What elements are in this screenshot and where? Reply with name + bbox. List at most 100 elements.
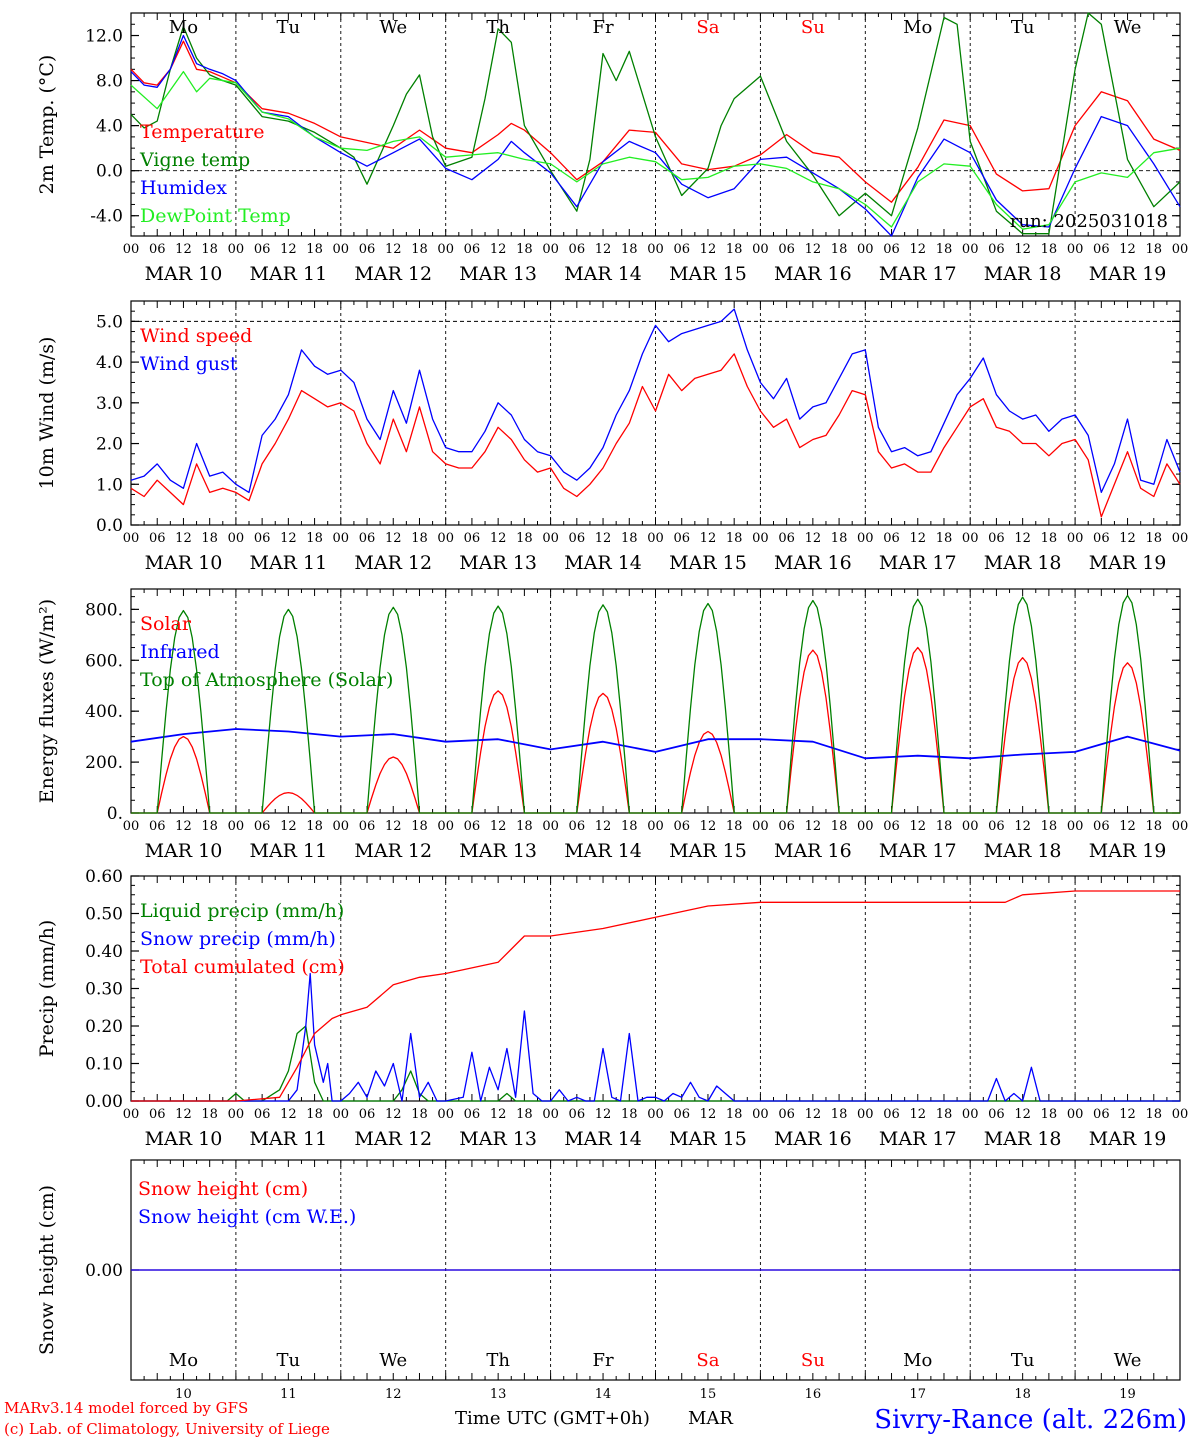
hour-tick-label: 00 <box>1067 242 1084 257</box>
day-of-week-label: Su <box>801 17 825 38</box>
date-label: MAR 17 <box>879 1128 957 1150</box>
date-label: MAR 11 <box>249 840 327 862</box>
day-of-week-label: Sa <box>696 17 719 38</box>
legend-entry: Snow precip (mm/h) <box>140 928 336 950</box>
y-tick-label: 0.20 <box>85 1017 123 1037</box>
series-line-wind-0 <box>130 353 1181 518</box>
panel-temperature: 12.0 8.0 4.0 0.0 -4.0 2m Temp. (°C) Temperatur… <box>36 12 1189 285</box>
hour-tick-label: 12 <box>175 819 192 834</box>
hour-tick-label: 18 <box>411 531 428 546</box>
hour-tick-label: 18 <box>726 242 743 257</box>
hour-tick-label: 00 <box>228 242 245 257</box>
date-label: MAR 17 <box>879 840 957 862</box>
date-label: MAR 17 <box>879 552 957 574</box>
y-tick-label: 8.0 <box>96 72 123 92</box>
y-axis-title: 10m Wind (m/s) <box>36 337 58 490</box>
hour-tick-label: 12 <box>280 819 297 834</box>
date-label: MAR 16 <box>774 1128 852 1150</box>
hour-tick-label: 06 <box>1093 1107 1110 1122</box>
series-line-wind-1 <box>130 308 1181 494</box>
date-label: MAR 15 <box>669 1128 747 1150</box>
day-of-week-label: Tu <box>277 17 301 38</box>
date-label: MAR 15 <box>669 263 747 285</box>
series-line-temperature-0 <box>130 40 1181 203</box>
hour-tick-label: 12 <box>909 819 926 834</box>
series-line-temperature-1 <box>130 12 1181 235</box>
day-number-label: 18 <box>1014 1387 1031 1402</box>
hour-tick-label: 12 <box>909 242 926 257</box>
hour-tick-label: 18 <box>936 242 953 257</box>
date-label: MAR 19 <box>1089 263 1167 285</box>
legend-entry: Humidex <box>140 177 227 199</box>
hour-tick-label: 06 <box>359 1107 376 1122</box>
hour-tick-label: 18 <box>201 242 218 257</box>
hour-tick-label: 00 <box>542 819 559 834</box>
hour-tick-label: 00 <box>333 242 350 257</box>
hour-tick-label: 12 <box>1119 1107 1136 1122</box>
x-axis-label: Time UTC (GMT+0h) <box>455 1408 650 1429</box>
day-of-week-label: Mo <box>903 17 932 38</box>
hour-tick-label: 00 <box>752 242 769 257</box>
hour-tick-label: 06 <box>883 531 900 546</box>
day-number-label: 12 <box>385 1387 402 1402</box>
date-label: MAR 12 <box>354 840 432 862</box>
hour-tick-label: 00 <box>1172 531 1189 546</box>
hour-tick-label: 12 <box>175 242 192 257</box>
month-label: MAR <box>688 1408 733 1429</box>
hour-tick-label: 06 <box>778 819 795 834</box>
credit-line-1: MARv3.14 model forced by GFS <box>4 1399 248 1417</box>
y-tick-label: 0.00 <box>85 1261 123 1281</box>
hour-tick-label: 12 <box>175 531 192 546</box>
day-of-week-label: Mo <box>903 1350 932 1371</box>
hour-tick-label: 06 <box>464 819 481 834</box>
date-label: MAR 19 <box>1089 552 1167 574</box>
day-of-week-label: We <box>1114 1350 1142 1371</box>
hour-tick-label: 00 <box>647 531 664 546</box>
hour-tick-label: 00 <box>1067 531 1084 546</box>
hour-tick-label: 18 <box>621 819 638 834</box>
hour-tick-label: 06 <box>569 242 586 257</box>
day-of-week-label: Mo <box>169 1350 198 1371</box>
hour-tick-label: 12 <box>1014 1107 1031 1122</box>
panel-snow: 0.00 Snow height (cm) Snow height (cm) Snow… <box>36 1159 1181 1402</box>
hour-tick-label: 18 <box>726 531 743 546</box>
hour-tick-label: 06 <box>254 531 271 546</box>
hour-tick-label: 00 <box>647 242 664 257</box>
panel-frame <box>130 12 1181 237</box>
hour-tick-label: 18 <box>726 1107 743 1122</box>
hour-tick-label: 18 <box>306 531 323 546</box>
hour-tick-label: 18 <box>1041 242 1058 257</box>
hour-tick-label: 00 <box>962 819 979 834</box>
series-line-precip-2 <box>131 890 1180 1102</box>
day-of-week-label: We <box>379 17 407 38</box>
chart-panels: 12.0 8.0 4.0 0.0 -4.0 2m Temp. (°C) Temperatur… <box>36 12 1189 1402</box>
y-tick-label: 0.30 <box>85 980 123 1000</box>
day-of-week-label: Tu <box>1011 1350 1035 1371</box>
y-axis-title: 2m Temp. (°C) <box>36 55 58 195</box>
hour-tick-label: 18 <box>621 1107 638 1122</box>
hour-tick-label: 06 <box>883 1107 900 1122</box>
panel-energy: 800. 600. 400. 200. 0. Energy fluxes (W/m²) So… <box>36 588 1188 862</box>
y-tick-label: 0.0 <box>96 516 123 536</box>
hour-tick-label: 18 <box>936 1107 953 1122</box>
hour-tick-label: 12 <box>1119 242 1136 257</box>
day-number-label: 17 <box>909 1387 926 1402</box>
hour-tick-label: 00 <box>228 819 245 834</box>
day-of-week-label: We <box>379 1350 407 1371</box>
hour-tick-label: 06 <box>988 242 1005 257</box>
series-line-precip-1 <box>131 972 1180 1102</box>
y-tick-label: 5.0 <box>96 312 123 332</box>
hour-tick-label: 00 <box>1172 242 1189 257</box>
hour-tick-label: 12 <box>385 531 402 546</box>
hour-tick-label: 06 <box>149 531 166 546</box>
hour-tick-label: 00 <box>647 819 664 834</box>
hour-tick-label: 06 <box>149 819 166 834</box>
hour-tick-label: 06 <box>254 1107 271 1122</box>
hour-tick-label: 00 <box>857 819 874 834</box>
hour-tick-label: 00 <box>123 531 140 546</box>
hour-tick-label: 00 <box>542 242 559 257</box>
hour-tick-label: 06 <box>464 1107 481 1122</box>
hour-tick-label: 18 <box>201 819 218 834</box>
hour-tick-label: 12 <box>280 1107 297 1122</box>
